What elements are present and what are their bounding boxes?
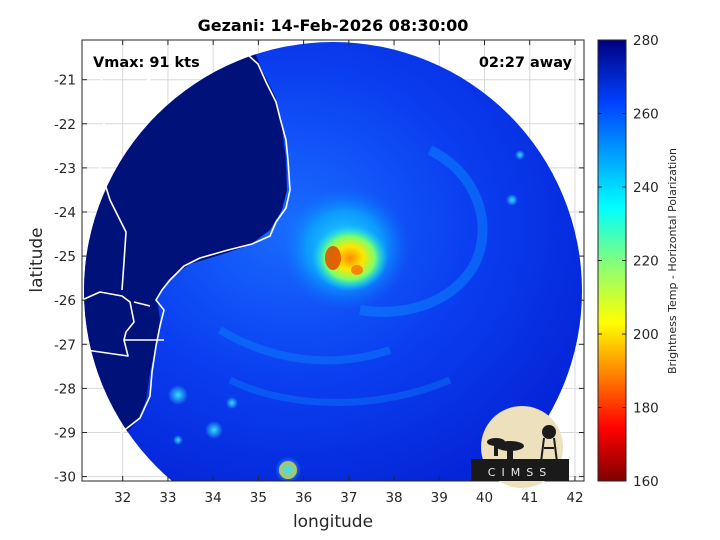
colorbar-tick-label: 180 [633,401,659,417]
x-tick-label: 34 [205,490,222,506]
colorbar-ticks [598,39,626,482]
y-tick-label: -28 [54,381,76,397]
coastline-borders [82,40,291,469]
colorbar-tick-label: 200 [633,327,659,343]
colorbar-tick-label: 280 [633,33,659,49]
x-tick-label: 32 [114,490,131,506]
colorbar-gradient [597,39,627,482]
colorbar-tick-label: 240 [633,180,659,196]
x-axis-label: longitude [293,512,373,532]
colorbar-tick-label: 260 [633,107,659,123]
y-tick-label: -22 [54,117,76,133]
y-tick-label: -30 [54,470,76,486]
microwave-swath [84,42,582,481]
y-tick-labels: -21 -22 -23 -24 -25 -26 -27 -28 -29 -30 [54,73,76,486]
y-tick-label: -27 [54,337,76,353]
y-tick-label: -26 [54,293,76,309]
y-axis-label: latitude [27,227,47,292]
x-tick-label: 37 [340,490,357,506]
cimss-logo-text: CIMSS [488,466,552,479]
x-tick-label: 42 [566,490,583,506]
figure-title: Gezani: 14-Feb-2026 08:30:00 [198,16,469,35]
colorbar-label: Brightness Temp - Horizontal Polarizatio… [666,148,679,374]
colorbar-tick-label: 160 [633,474,659,490]
colorbar-tick-labels: 280 260 240 220 200 180 160 [633,33,659,490]
x-tick-labels: 32 33 34 35 36 37 38 39 40 41 42 [114,490,583,506]
x-tick-label: 36 [295,490,312,506]
x-tick-label: 38 [385,490,402,506]
colorbar: 280 260 240 220 200 180 160 Brightness Temp - … [597,33,679,490]
x-tick-label: 39 [431,490,448,506]
vmax-annotation: Vmax: 91 kts [93,55,200,71]
x-tick-label: 33 [159,490,176,506]
x-tick-label: 41 [521,490,538,506]
colorbar-tick-label: 220 [633,254,659,270]
land-area [84,42,287,470]
y-tick-label: -21 [54,73,76,89]
plot-frame [81,39,585,482]
time-away-annotation: 02:27 away [479,55,573,71]
storm-eyewall [312,225,388,291]
map-plot-area: Vmax: 91 kts 02:27 away CIMSS 32 33 34 35 36… [27,39,585,532]
y-tick-label: -24 [54,205,76,221]
y-tick-label: -25 [54,249,76,265]
y-tick-label: -23 [54,161,76,177]
cimss-logo: CIMSS [471,406,569,488]
x-tick-label: 35 [250,490,267,506]
x-tick-label: 40 [476,490,493,506]
y-tick-label: -29 [54,425,76,441]
